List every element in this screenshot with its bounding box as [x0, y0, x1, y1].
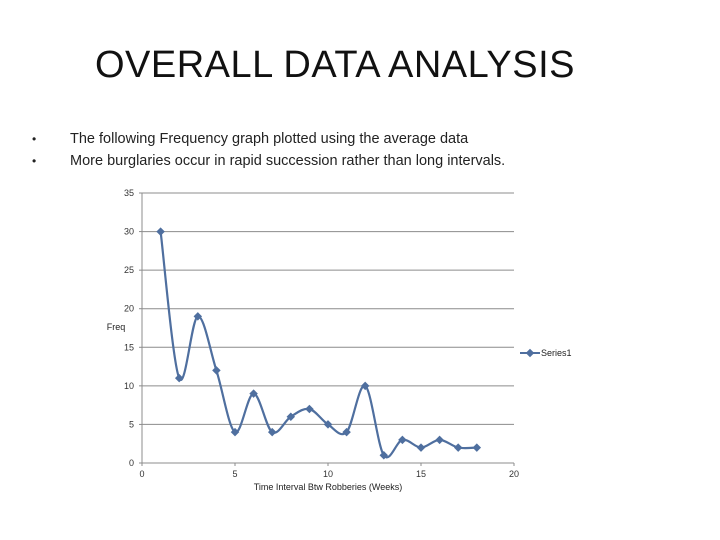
chart-legend: Series1 [520, 348, 572, 358]
data-point [230, 427, 240, 437]
x-tick-label: 15 [416, 469, 426, 479]
chart-gridlines [142, 192, 514, 425]
data-point [472, 443, 482, 452]
y-tick-label: 35 [124, 188, 134, 198]
x-tick-label: 0 [139, 469, 144, 479]
bullet-list: The following Frequency graph plotted us… [30, 128, 690, 172]
x-tick-label: 10 [323, 469, 333, 479]
y-tick-label: 30 [124, 227, 134, 237]
data-point [193, 312, 203, 321]
slide-title: OVERALL DATA ANALYSIS [94, 44, 576, 86]
data-point [416, 443, 426, 452]
series-line [159, 231, 477, 459]
legend-label: Series1 [541, 348, 572, 358]
y-axis-ticks: 0 5 10 15 20 25 30 35 [124, 188, 142, 468]
bullet-item: More burglaries occur in rapid successio… [30, 150, 690, 172]
x-tick-label: 20 [509, 469, 519, 479]
data-point [174, 373, 184, 383]
y-tick-label: 10 [124, 381, 134, 391]
data-point [379, 451, 389, 460]
data-point [435, 435, 444, 445]
data-point [323, 420, 333, 429]
y-tick-label: 25 [124, 265, 134, 275]
data-point [156, 227, 165, 236]
series-group [156, 227, 482, 460]
y-tick-label: 0 [129, 458, 134, 468]
bullet-item: The following Frequency graph plotted us… [30, 128, 690, 150]
legend-marker [525, 348, 535, 358]
data-point [212, 366, 221, 375]
x-axis-label: Time Interval Btw Robberies (Weeks) [254, 482, 403, 492]
y-tick-label: 15 [124, 342, 134, 352]
data-point [249, 389, 258, 398]
data-point [286, 412, 296, 421]
data-point [267, 427, 277, 437]
data-point [453, 443, 463, 452]
x-tick-label: 5 [232, 469, 237, 479]
data-point [398, 435, 407, 445]
x-axis-ticks: 0 5 10 15 20 [139, 463, 519, 479]
y-tick-label: 20 [124, 304, 134, 314]
data-point [305, 404, 314, 414]
y-tick-label: 5 [129, 419, 134, 429]
data-point [360, 381, 370, 391]
y-axis-label: Freq [107, 322, 126, 332]
data-point [342, 427, 351, 437]
